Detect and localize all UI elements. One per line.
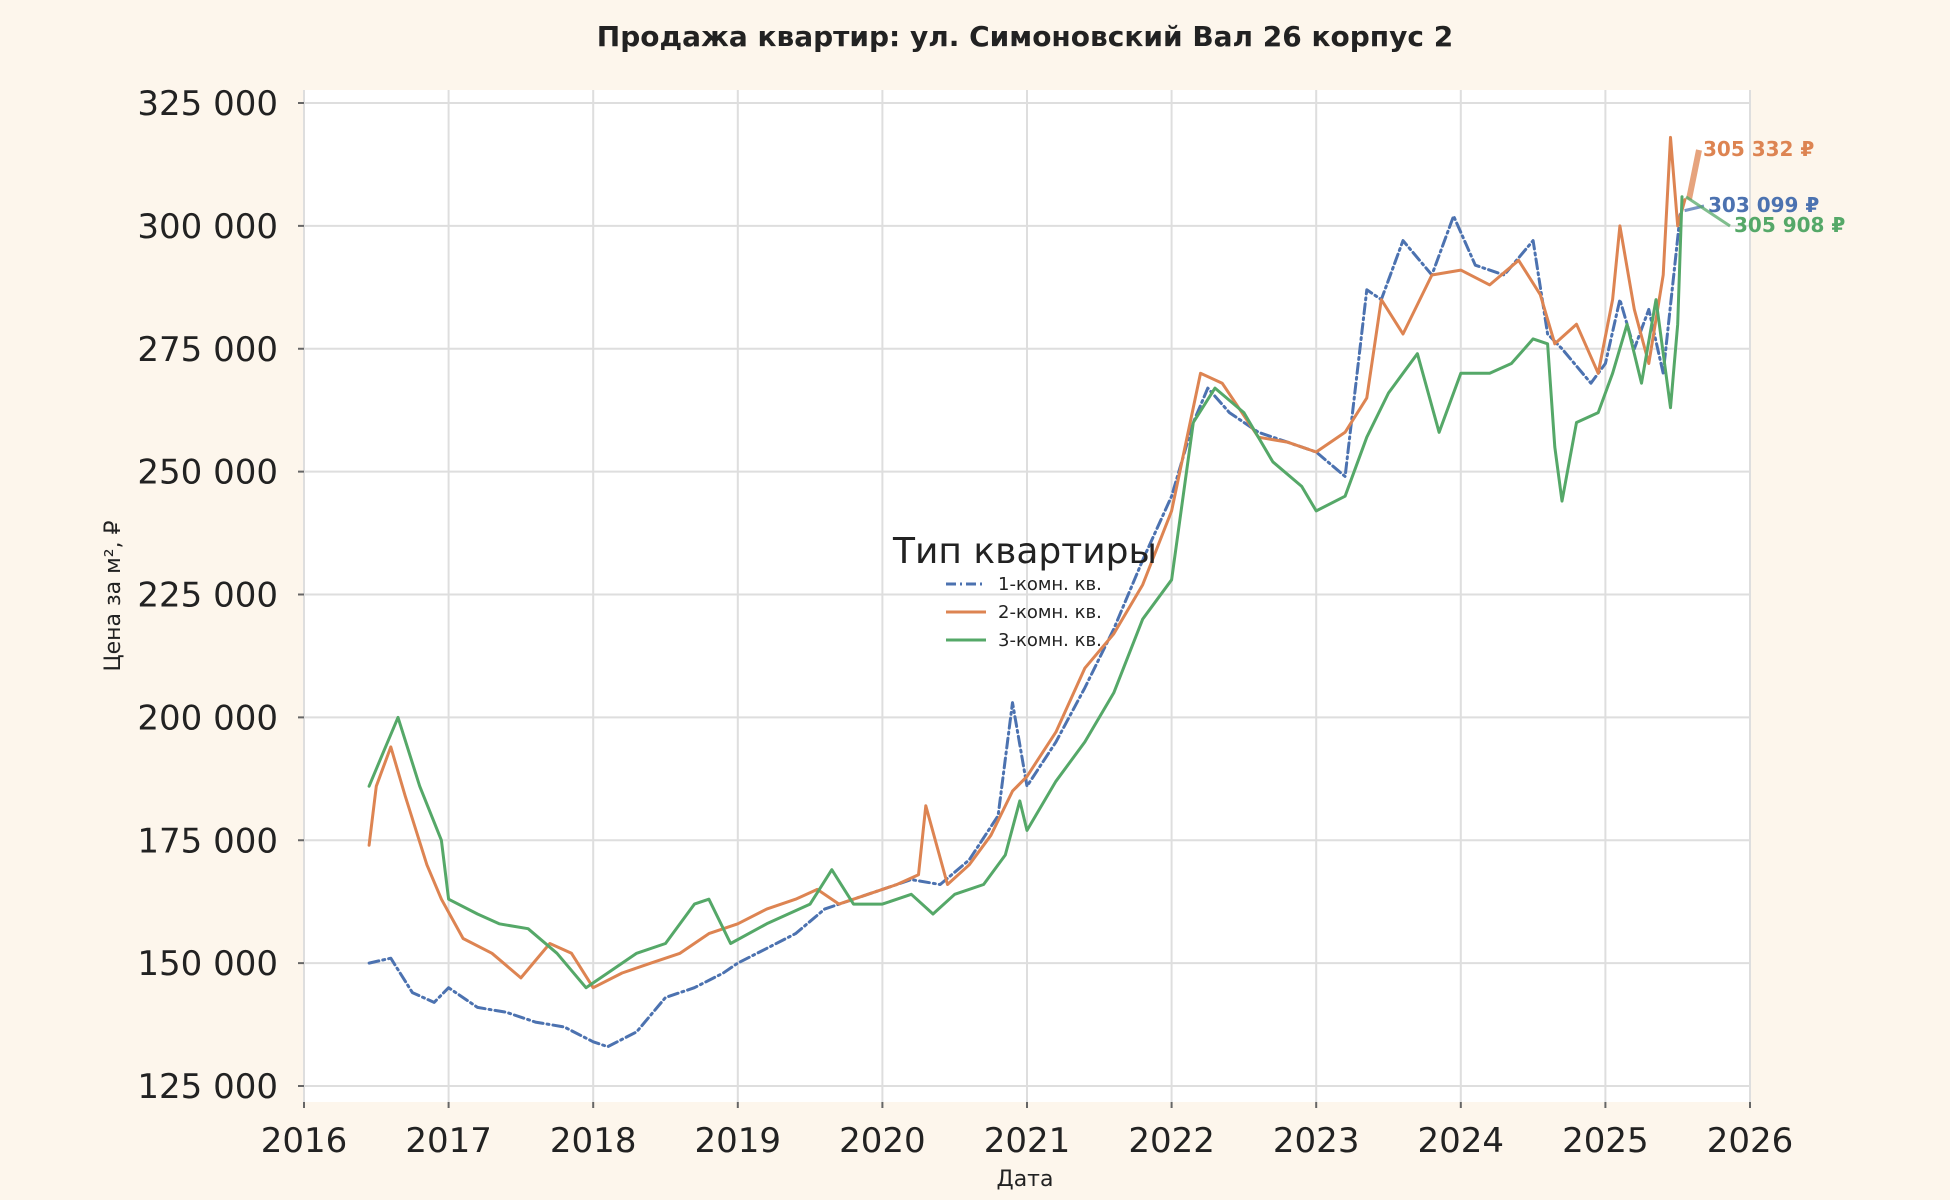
- series-group: [367, 135, 1687, 1049]
- y-axis-label: Цена за м², ₽: [101, 520, 126, 671]
- y-axis-ticks: 125 000 150 000 175 000 200 000 225 000 250 0…: [137, 84, 304, 1107]
- x-tick-label: 2022: [1128, 1121, 1215, 1161]
- grid: [303, 90, 1751, 1102]
- x-tick-label: 2021: [984, 1121, 1071, 1161]
- end-labels: 303 099 ₽ 305 332 ₽ 305 908 ₽: [1684, 137, 1845, 237]
- x-tick-label: 2024: [1418, 1121, 1505, 1161]
- legend-entry: 3-комн. кв.: [998, 630, 1102, 651]
- x-tick-label: 2019: [695, 1121, 782, 1161]
- legend: Тип квартиры 1-комн. кв. 2-комн. кв. 3-ком…: [892, 531, 1157, 651]
- legend-title: Тип квартиры: [892, 531, 1157, 572]
- y-tick-label: 250 000: [137, 453, 278, 493]
- series-line-3: [367, 195, 1684, 990]
- y-tick-label: 175 000: [137, 821, 278, 861]
- end-label-arrow: [1685, 195, 1731, 228]
- x-axis-ticks: 2016 2017 2018 2019 2020 2021 2022 2023 2024 2025…: [261, 1102, 1794, 1161]
- x-tick-label: 2018: [550, 1121, 637, 1161]
- x-tick-label: 2023: [1273, 1121, 1360, 1161]
- y-tick-label: 300 000: [137, 207, 278, 247]
- y-tick-label: 150 000: [137, 944, 278, 984]
- end-label-arrow: [1685, 149, 1702, 201]
- y-tick-label: 125 000: [137, 1067, 278, 1107]
- y-tick-label: 225 000: [137, 576, 278, 616]
- x-tick-label: 2026: [1707, 1121, 1794, 1161]
- series-line-2: [367, 135, 1687, 990]
- legend-entry: 2-комн. кв.: [998, 602, 1102, 623]
- x-tick-label: 2020: [839, 1121, 926, 1161]
- x-tick-label: 2025: [1562, 1121, 1649, 1161]
- x-tick-label: 2016: [261, 1121, 348, 1161]
- end-value-label: 305 332 ₽: [1703, 137, 1814, 161]
- end-value-label: 303 099 ₽: [1708, 193, 1819, 217]
- y-tick-label: 325 000: [137, 84, 278, 124]
- legend-entry: 1-комн. кв.: [998, 574, 1102, 595]
- x-axis-label: Дата: [997, 1167, 1054, 1192]
- chart-title: Продажа квартир: ул. Симоновский Вал 26 …: [597, 20, 1453, 53]
- y-tick-label: 200 000: [137, 698, 278, 738]
- end-value-label: 305 908 ₽: [1734, 213, 1845, 237]
- y-tick-label: 275 000: [137, 330, 278, 370]
- x-tick-label: 2017: [405, 1121, 492, 1161]
